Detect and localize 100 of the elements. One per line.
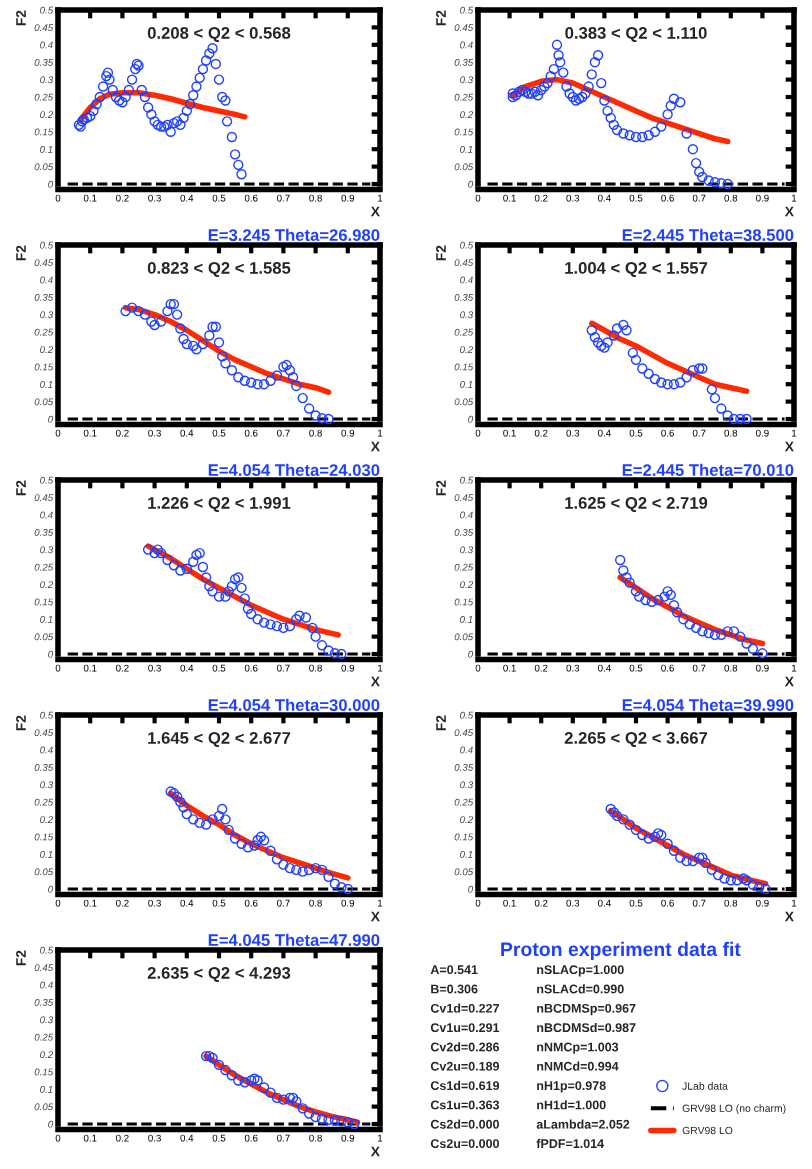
y-tick-label: 0.4 (40, 276, 53, 284)
y-tick-label: 0.35 (34, 528, 54, 536)
x-tick-label: 0.4 (180, 429, 194, 437)
x-tick-label: 1 (378, 429, 383, 437)
x-tick-label: 0.7 (692, 664, 706, 672)
y-tick-label: 0.2 (460, 581, 473, 589)
legend-label: GRV98 LO (no charm) (682, 1104, 786, 1115)
text: Proton experiment data fit (501, 941, 741, 960)
y-tick-label: 0.4 (40, 746, 53, 754)
y-tick-label: 0 (48, 1120, 54, 1128)
x-tick-label: 0.6 (661, 664, 674, 672)
x-tick-label: 0.8 (724, 194, 738, 202)
y-tick-label: 0.4 (460, 511, 473, 519)
y-tick-label: 0.5 (40, 711, 54, 719)
y-tick-label: 0.4 (460, 746, 473, 754)
x-axis-title: X (784, 441, 794, 452)
y-tick-label: 0.4 (40, 41, 53, 49)
y-tick-label: 0.1 (40, 615, 53, 623)
text: nNMCp=1.003 (537, 1042, 619, 1054)
y-axis-title: F2 (16, 950, 26, 966)
chart-title: E=4.045 Theta=47.990 (208, 933, 380, 946)
x-tick-label: 1 (378, 664, 383, 672)
y-tick-label: 0.2 (40, 111, 53, 119)
y-tick-label: 0.25 (454, 798, 474, 806)
y-tick-label: 0.35 (454, 293, 474, 301)
x-tick-label: 0.4 (180, 194, 194, 202)
x-tick-label: 0.8 (309, 429, 322, 437)
y-tick-label: 0.3 (40, 76, 54, 84)
x-tick-label: 0 (475, 194, 481, 202)
y-tick-label: 0.1 (40, 380, 53, 388)
x-tick-label: 0.9 (341, 664, 355, 672)
x-tick-label: 0.6 (244, 664, 258, 672)
x-tick-label: 0 (475, 664, 481, 672)
y-axis-title: F2 (436, 715, 446, 731)
legend-label: GRV98 LO (682, 1126, 733, 1135)
x-tick-label: 0.2 (116, 194, 129, 202)
y-axis-title: F2 (436, 245, 446, 261)
x-tick-label: 0.8 (309, 899, 322, 907)
x-tick-label: 1 (792, 664, 797, 672)
y-tick-label: 0.45 (34, 494, 54, 502)
y-tick-label: 0.15 (454, 128, 474, 136)
x-tick-label: 0.2 (534, 899, 548, 907)
x-tick-label: 0 (55, 664, 61, 672)
x-tick-label: 0.1 (503, 899, 516, 907)
y-tick-label: 0.2 (460, 346, 473, 354)
x-tick-label: 0.4 (598, 429, 611, 437)
y-tick-label: 0.5 (40, 946, 54, 954)
x-tick-label: 0.6 (661, 429, 674, 437)
y-tick-label: 0.05 (34, 1103, 54, 1111)
y-tick-label: 0.25 (34, 93, 54, 101)
y-tick-label: 0 (468, 180, 474, 188)
y-tick-label: 0.25 (454, 93, 474, 101)
x-tick-label: 0.9 (341, 1134, 355, 1142)
x-tick-label: 0 (55, 194, 61, 202)
y-tick-label: 0 (48, 650, 54, 658)
y-tick-label: 0.3 (40, 311, 54, 319)
x-tick-label: 1 (792, 899, 797, 907)
y-tick-label: 0.4 (40, 981, 53, 989)
x-tick-label: 0.2 (534, 194, 548, 202)
y-tick-label: 0.2 (40, 816, 53, 824)
y-tick-label: 0.15 (34, 128, 54, 136)
x-tick-label: 0 (475, 899, 481, 907)
x-tick-label: 0.5 (212, 1134, 226, 1142)
x-tick-label: 0.5 (629, 194, 643, 202)
x-axis-title: X (370, 676, 380, 687)
x-axis-title: X (784, 206, 794, 217)
text: nSLACp=1.000 (537, 965, 624, 977)
y-tick-label: 0.3 (460, 781, 474, 789)
y-tick-label: 0.25 (34, 798, 54, 806)
x-tick-label: 0.8 (309, 664, 322, 672)
y-tick-label: 0.3 (40, 546, 54, 554)
x-tick-label: 0.9 (756, 429, 769, 437)
y-tick-label: 0.2 (460, 816, 473, 824)
text: nBCDMSp=0.967 (537, 1003, 636, 1016)
x-axis-title: X (784, 676, 794, 687)
text: Cs2d=0.000 (430, 1119, 499, 1129)
x-tick-label: 0.5 (212, 429, 226, 437)
x-tick-label: 0.2 (534, 664, 548, 672)
x-tick-label: 0.6 (244, 899, 258, 907)
text: Cv1u=0.291 (430, 1023, 500, 1033)
x-tick-label: 0.3 (566, 429, 580, 437)
x-tick-label: 0.3 (148, 899, 161, 907)
x-tick-label: 0.9 (341, 429, 355, 437)
y-tick-label: 0.35 (34, 998, 54, 1006)
y-tick-label: 0.05 (454, 868, 474, 876)
y-axis-title: F2 (16, 10, 26, 26)
annotation: 1.226 < Q2 < 1.991 (148, 497, 291, 512)
y-tick-label: 0.25 (34, 328, 54, 336)
y-tick-label: 0.35 (34, 763, 54, 771)
y-tick-label: 0.5 (460, 476, 474, 484)
y-tick-label: 0 (468, 650, 474, 658)
y-axis-title: F2 (16, 480, 26, 496)
y-tick-label: 0.5 (40, 476, 54, 484)
text: Cv2d=0.286 (430, 1042, 500, 1052)
y-tick-label: 0.5 (40, 241, 54, 249)
x-tick-label: 0.5 (629, 664, 643, 672)
y-axis-title: F2 (436, 10, 446, 26)
y-tick-label: 0.25 (34, 563, 54, 571)
x-tick-label: 0.8 (724, 664, 738, 672)
x-tick-label: 0.9 (756, 664, 769, 672)
